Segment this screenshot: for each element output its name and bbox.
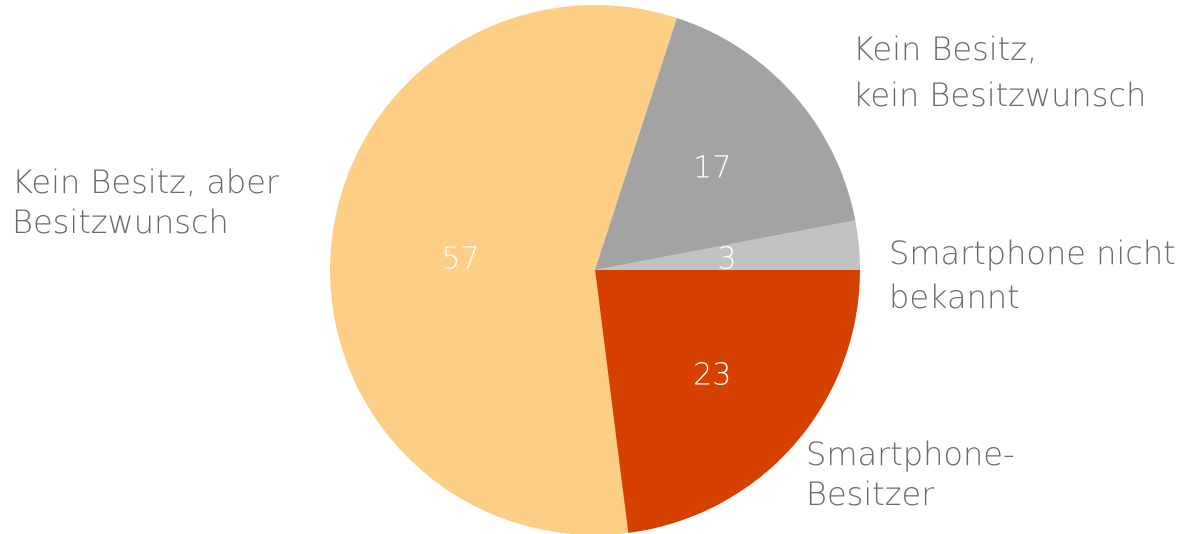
category-label-smartphone-nicht-bekannt: Smartphone nicht bekannt: [889, 234, 1186, 316]
pie-value-labels: 23 57 17 3: [441, 151, 736, 393]
pie-slice-2: [595, 17, 856, 270]
category-label-kein-besitz-aber-besitzwunsch: Kein Besitz, aber Besitzwunsch: [12, 163, 289, 241]
pie-slice-0: [595, 270, 860, 533]
slice-value-label-3: 3: [717, 242, 736, 277]
pie-slice-3: [595, 220, 860, 270]
pie-slice-1: [330, 5, 677, 534]
slice-value-label-0: 23: [693, 357, 731, 392]
category-label-kein-besitz-kein-besitzwunsch: Kein Besitz, kein Besitzwunsch: [853, 30, 1146, 114]
pie-slices: [330, 5, 860, 534]
category-label-smartphone-besitzer: Smartphone- Besitzer: [806, 435, 1025, 513]
slice-value-label-2: 17: [693, 151, 731, 186]
slice-value-label-1: 57: [441, 241, 479, 276]
